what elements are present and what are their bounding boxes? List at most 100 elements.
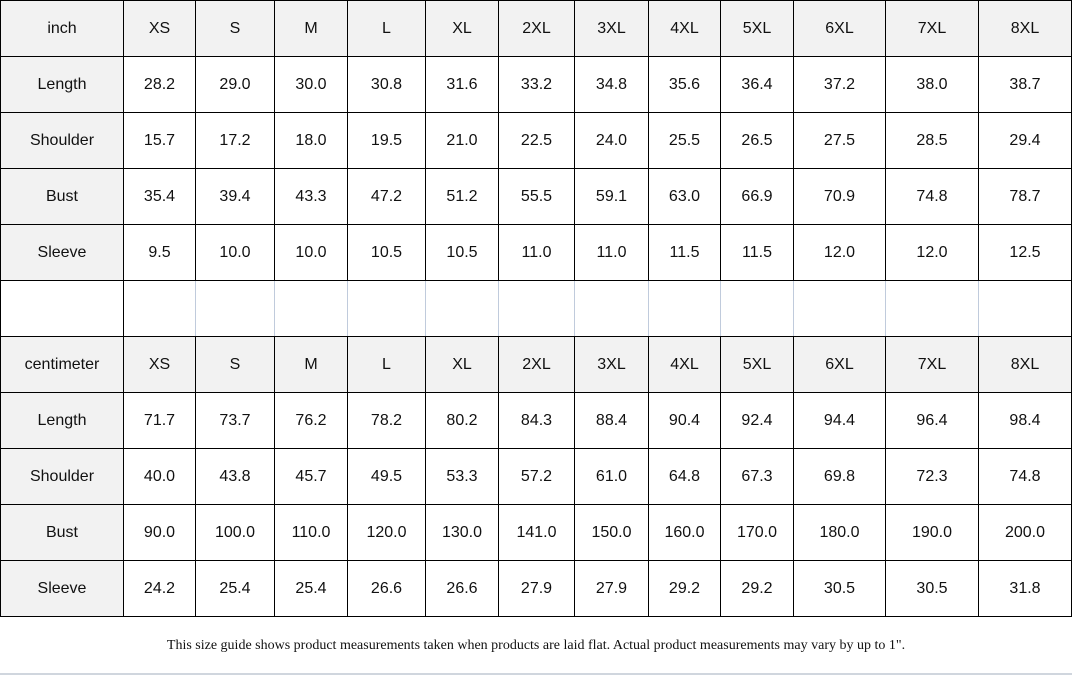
empty-cell [885,280,979,337]
measurement-cell: 200.0 [978,504,1072,561]
measurement-cell: 98.4 [978,392,1072,449]
measurement-cell: 30.0 [274,56,348,113]
measurement-cell: 10.0 [274,224,348,281]
size-header: 3XL [574,336,649,393]
measurement-cell: 74.8 [978,448,1072,505]
header-row-centimeter: centimeter XS S M L XL 2XL 3XL 4XL 5XL 6XL 7XL 8XL [0,336,1072,393]
spacer-row [0,280,1072,337]
measurement-cell: 12.0 [793,224,886,281]
measurement-cell: 78.7 [978,168,1072,225]
table-row: Bust 35.4 39.4 43.3 47.2 51.2 55.5 59.1 63.0 66.9… [0,168,1072,225]
measurement-cell: 190.0 [885,504,979,561]
measurement-cell: 24.2 [123,560,196,617]
measurement-cell: 45.7 [274,448,348,505]
size-header: 4XL [648,336,721,393]
measurement-cell: 25.5 [648,112,721,169]
measurement-cell: 9.5 [123,224,196,281]
size-header: 8XL [978,0,1072,57]
empty-cell [123,280,196,337]
measurement-cell: 57.2 [498,448,575,505]
row-label: Bust [0,168,124,225]
measurement-cell: 30.8 [347,56,426,113]
measurement-cell: 90.0 [123,504,196,561]
table-row: Length 28.2 29.0 30.0 30.8 31.6 33.2 34.8 35.6 36… [0,56,1072,113]
measurement-cell: 30.5 [885,560,979,617]
measurement-cell: 170.0 [720,504,794,561]
size-header: 2XL [498,0,575,57]
size-header: M [274,0,348,57]
row-label: Shoulder [0,448,124,505]
size-header: XL [425,336,499,393]
measurement-cell: 10.5 [425,224,499,281]
measurement-cell: 80.2 [425,392,499,449]
measurement-cell: 64.8 [648,448,721,505]
measurement-cell: 28.5 [885,112,979,169]
measurement-cell: 69.8 [793,448,886,505]
measurement-cell: 90.4 [648,392,721,449]
table-row: Sleeve 24.2 25.4 25.4 26.6 26.6 27.9 27.9 29.2 29… [0,560,1072,617]
measurement-cell: 141.0 [498,504,575,561]
empty-cell [195,280,275,337]
measurement-cell: 38.0 [885,56,979,113]
table-row: Bust 90.0 100.0 110.0 120.0 130.0 141.0 150.0 16… [0,504,1072,561]
measurement-cell: 76.2 [274,392,348,449]
size-header: S [195,0,275,57]
measurement-cell: 11.0 [498,224,575,281]
empty-cell [274,280,348,337]
table-row: Shoulder 15.7 17.2 18.0 19.5 21.0 22.5 24.0 25.5… [0,112,1072,169]
measurement-cell: 24.0 [574,112,649,169]
measurement-cell: 33.2 [498,56,575,113]
measurement-cell: 49.5 [347,448,426,505]
measurement-cell: 92.4 [720,392,794,449]
measurement-cell: 31.6 [425,56,499,113]
measurement-cell: 59.1 [574,168,649,225]
measurement-cell: 29.2 [720,560,794,617]
measurement-cell: 19.5 [347,112,426,169]
size-header: 2XL [498,336,575,393]
measurement-cell: 66.9 [720,168,794,225]
measurement-cell: 39.4 [195,168,275,225]
measurement-cell: 34.8 [574,56,649,113]
measurement-cell: 27.9 [574,560,649,617]
measurement-cell: 30.5 [793,560,886,617]
measurement-cell: 130.0 [425,504,499,561]
empty-cell [720,280,794,337]
measurement-cell: 73.7 [195,392,275,449]
empty-cell [648,280,721,337]
measurement-cell: 38.7 [978,56,1072,113]
measurement-cell: 29.0 [195,56,275,113]
measurement-cell: 26.6 [347,560,426,617]
measurement-cell: 22.5 [498,112,575,169]
empty-cell [498,280,575,337]
empty-cell [0,280,124,337]
size-chart-table: inch XS S M L XL 2XL 3XL 4XL 5XL 6XL 7XL 8XL Length 28… [0,0,1072,617]
measurement-cell: 84.3 [498,392,575,449]
measurement-cell: 10.5 [347,224,426,281]
header-row-inch: inch XS S M L XL 2XL 3XL 4XL 5XL 6XL 7XL 8XL [0,0,1072,57]
measurement-cell: 55.5 [498,168,575,225]
unit-header: inch [0,0,124,57]
size-header: 3XL [574,0,649,57]
table-row: Sleeve 9.5 10.0 10.0 10.5 10.5 11.0 11.0 11.5 11.… [0,224,1072,281]
measurement-cell: 29.4 [978,112,1072,169]
measurement-cell: 27.5 [793,112,886,169]
measurement-cell: 43.8 [195,448,275,505]
measurement-cell: 180.0 [793,504,886,561]
empty-cell [574,280,649,337]
measurement-cell: 40.0 [123,448,196,505]
size-header: 5XL [720,336,794,393]
measurement-cell: 15.7 [123,112,196,169]
measurement-cell: 51.2 [425,168,499,225]
measurement-cell: 25.4 [195,560,275,617]
measurement-cell: 21.0 [425,112,499,169]
measurement-cell: 36.4 [720,56,794,113]
size-header: 6XL [793,336,886,393]
measurement-cell: 29.2 [648,560,721,617]
table-row: Shoulder 40.0 43.8 45.7 49.5 53.3 57.2 61.0 64.8… [0,448,1072,505]
measurement-cell: 26.5 [720,112,794,169]
size-header: 8XL [978,336,1072,393]
measurement-cell: 150.0 [574,504,649,561]
empty-cell [978,280,1072,337]
size-header: 4XL [648,0,721,57]
row-label: Bust [0,504,124,561]
